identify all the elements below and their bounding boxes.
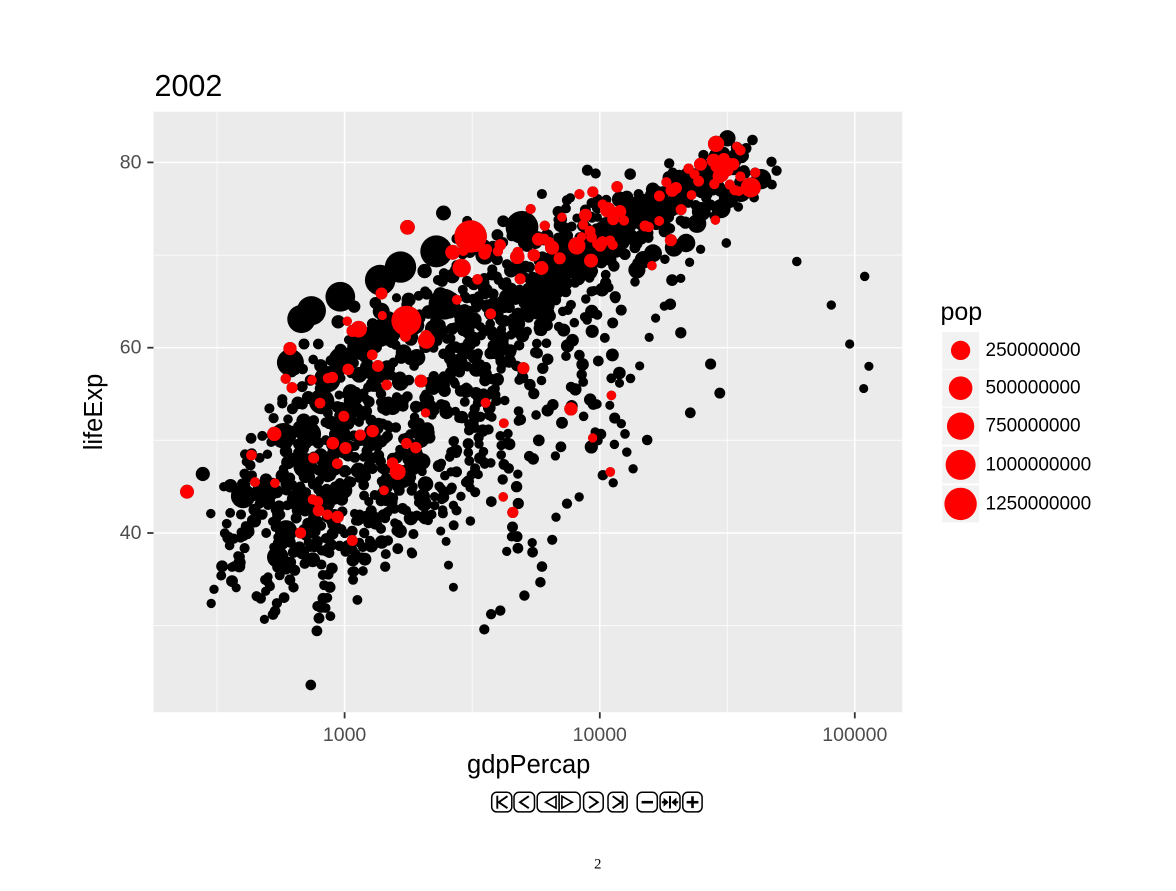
svg-text:750000000: 750000000 (986, 416, 1081, 437)
svg-text:10000: 10000 (573, 724, 627, 746)
svg-text:500000000: 500000000 (986, 378, 1081, 399)
svg-text:1250000000: 1250000000 (986, 493, 1092, 514)
svg-text:1000000000: 1000000000 (986, 454, 1092, 475)
svg-text:40: 40 (120, 522, 142, 544)
svg-text:gdpPercap: gdpPercap (467, 751, 590, 779)
svg-text:lifeExp: lifeExp (80, 374, 108, 451)
svg-text:2: 2 (594, 857, 601, 873)
svg-text:2002: 2002 (155, 69, 223, 103)
svg-text:80: 80 (120, 151, 142, 173)
svg-text:250000000: 250000000 (986, 340, 1081, 361)
svg-text:1000: 1000 (323, 724, 367, 746)
svg-text:pop: pop (941, 298, 983, 326)
svg-text:60: 60 (120, 337, 142, 359)
svg-text:100000: 100000 (822, 724, 887, 746)
